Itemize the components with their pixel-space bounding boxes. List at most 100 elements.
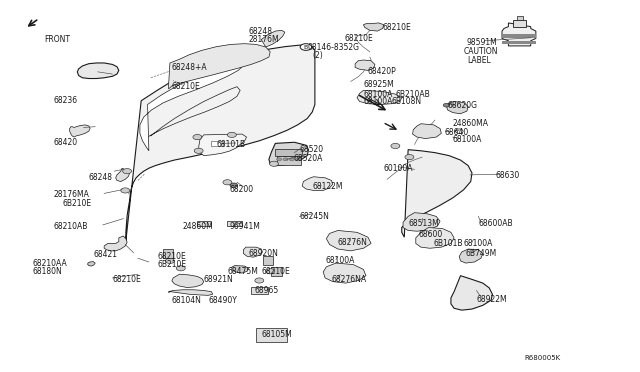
Text: 68248+A: 68248+A bbox=[172, 63, 207, 72]
Polygon shape bbox=[323, 263, 366, 283]
Text: 68210E: 68210E bbox=[383, 23, 412, 32]
Polygon shape bbox=[275, 149, 302, 155]
Text: 68630: 68630 bbox=[495, 171, 520, 180]
Text: 68513M: 68513M bbox=[408, 219, 439, 228]
Text: 68210E: 68210E bbox=[157, 252, 186, 261]
Text: 68100A: 68100A bbox=[453, 135, 482, 144]
Text: 68100A: 68100A bbox=[464, 239, 493, 248]
Polygon shape bbox=[447, 102, 468, 114]
Polygon shape bbox=[211, 141, 223, 146]
Polygon shape bbox=[243, 247, 262, 257]
Text: 68276NA: 68276NA bbox=[332, 275, 367, 284]
Text: 68100A: 68100A bbox=[364, 97, 393, 106]
Text: 68245N: 68245N bbox=[300, 212, 330, 221]
Text: 6B749M: 6B749M bbox=[466, 249, 497, 258]
Circle shape bbox=[227, 132, 236, 137]
Text: 68620G: 68620G bbox=[448, 101, 477, 110]
Polygon shape bbox=[77, 63, 119, 78]
Text: 68210E: 68210E bbox=[172, 82, 200, 91]
Text: 68122M: 68122M bbox=[312, 182, 343, 191]
Polygon shape bbox=[227, 221, 242, 226]
Text: 24860MA: 24860MA bbox=[453, 119, 489, 128]
Text: 68420: 68420 bbox=[54, 138, 78, 147]
Text: 68920N: 68920N bbox=[248, 249, 278, 258]
Polygon shape bbox=[140, 61, 246, 151]
Polygon shape bbox=[413, 124, 442, 138]
Polygon shape bbox=[163, 249, 173, 258]
Text: 68210E: 68210E bbox=[344, 34, 373, 43]
Polygon shape bbox=[104, 236, 127, 251]
Polygon shape bbox=[302, 177, 333, 190]
Circle shape bbox=[444, 103, 450, 107]
Circle shape bbox=[283, 158, 288, 161]
Circle shape bbox=[223, 180, 232, 185]
Text: 68965: 68965 bbox=[255, 286, 279, 295]
Circle shape bbox=[193, 135, 202, 140]
Polygon shape bbox=[276, 156, 301, 164]
Circle shape bbox=[166, 258, 174, 263]
Polygon shape bbox=[256, 328, 287, 342]
Text: 68236: 68236 bbox=[54, 96, 78, 105]
Circle shape bbox=[255, 278, 264, 283]
Circle shape bbox=[269, 161, 278, 166]
Polygon shape bbox=[262, 256, 273, 265]
Polygon shape bbox=[88, 262, 95, 266]
Polygon shape bbox=[357, 90, 402, 105]
Text: 96941M: 96941M bbox=[229, 222, 260, 231]
Polygon shape bbox=[271, 267, 282, 276]
Polygon shape bbox=[261, 31, 285, 47]
Circle shape bbox=[300, 44, 312, 50]
Text: 68490Y: 68490Y bbox=[208, 296, 237, 305]
Polygon shape bbox=[269, 142, 308, 166]
Circle shape bbox=[266, 269, 275, 274]
Polygon shape bbox=[516, 16, 523, 20]
Polygon shape bbox=[502, 34, 536, 38]
Text: 28176MA: 28176MA bbox=[54, 190, 90, 199]
Text: 68600: 68600 bbox=[419, 230, 444, 240]
Text: LABEL: LABEL bbox=[467, 56, 491, 65]
Text: 68520: 68520 bbox=[300, 145, 324, 154]
Circle shape bbox=[456, 129, 463, 134]
Polygon shape bbox=[169, 290, 212, 295]
Circle shape bbox=[296, 158, 301, 161]
Text: 68101B: 68101B bbox=[216, 140, 246, 149]
Text: B: B bbox=[304, 45, 308, 49]
Text: 6B210AB: 6B210AB bbox=[396, 90, 430, 99]
Text: 68210E: 68210E bbox=[261, 267, 290, 276]
Text: 68520A: 68520A bbox=[293, 154, 323, 163]
Circle shape bbox=[176, 266, 185, 271]
Polygon shape bbox=[251, 287, 268, 294]
Circle shape bbox=[194, 148, 203, 153]
Text: FRONT: FRONT bbox=[44, 35, 70, 44]
Text: (2): (2) bbox=[312, 51, 323, 60]
Text: 68210AB: 68210AB bbox=[54, 222, 88, 231]
Circle shape bbox=[230, 183, 237, 187]
Text: 68925M: 68925M bbox=[364, 80, 394, 89]
Text: 68104N: 68104N bbox=[172, 296, 202, 305]
Text: 60100A: 60100A bbox=[384, 164, 413, 173]
Text: R680005K: R680005K bbox=[524, 355, 561, 361]
Text: 68210E: 68210E bbox=[113, 275, 141, 284]
Polygon shape bbox=[460, 249, 483, 263]
Text: 24860M: 24860M bbox=[182, 222, 214, 231]
Text: 68420P: 68420P bbox=[368, 67, 397, 76]
Text: 68248: 68248 bbox=[89, 173, 113, 182]
Text: 68922M: 68922M bbox=[476, 295, 507, 304]
Text: 68100A: 68100A bbox=[325, 256, 355, 265]
Polygon shape bbox=[451, 276, 492, 310]
Polygon shape bbox=[416, 228, 454, 248]
Text: 6B210E: 6B210E bbox=[62, 199, 91, 208]
Polygon shape bbox=[198, 134, 246, 155]
Text: 08146-8352G: 08146-8352G bbox=[307, 42, 359, 51]
Text: 6B108N: 6B108N bbox=[392, 97, 422, 106]
Polygon shape bbox=[513, 20, 525, 27]
Circle shape bbox=[276, 158, 282, 161]
Circle shape bbox=[123, 169, 132, 174]
Text: 68248: 68248 bbox=[248, 26, 273, 36]
Text: 68180N: 68180N bbox=[33, 267, 62, 276]
Text: 68210AA: 68210AA bbox=[33, 259, 67, 268]
Circle shape bbox=[391, 143, 400, 148]
Text: 68276N: 68276N bbox=[338, 238, 368, 247]
Text: 68600AB: 68600AB bbox=[478, 219, 513, 228]
Text: 68421: 68421 bbox=[93, 250, 117, 259]
